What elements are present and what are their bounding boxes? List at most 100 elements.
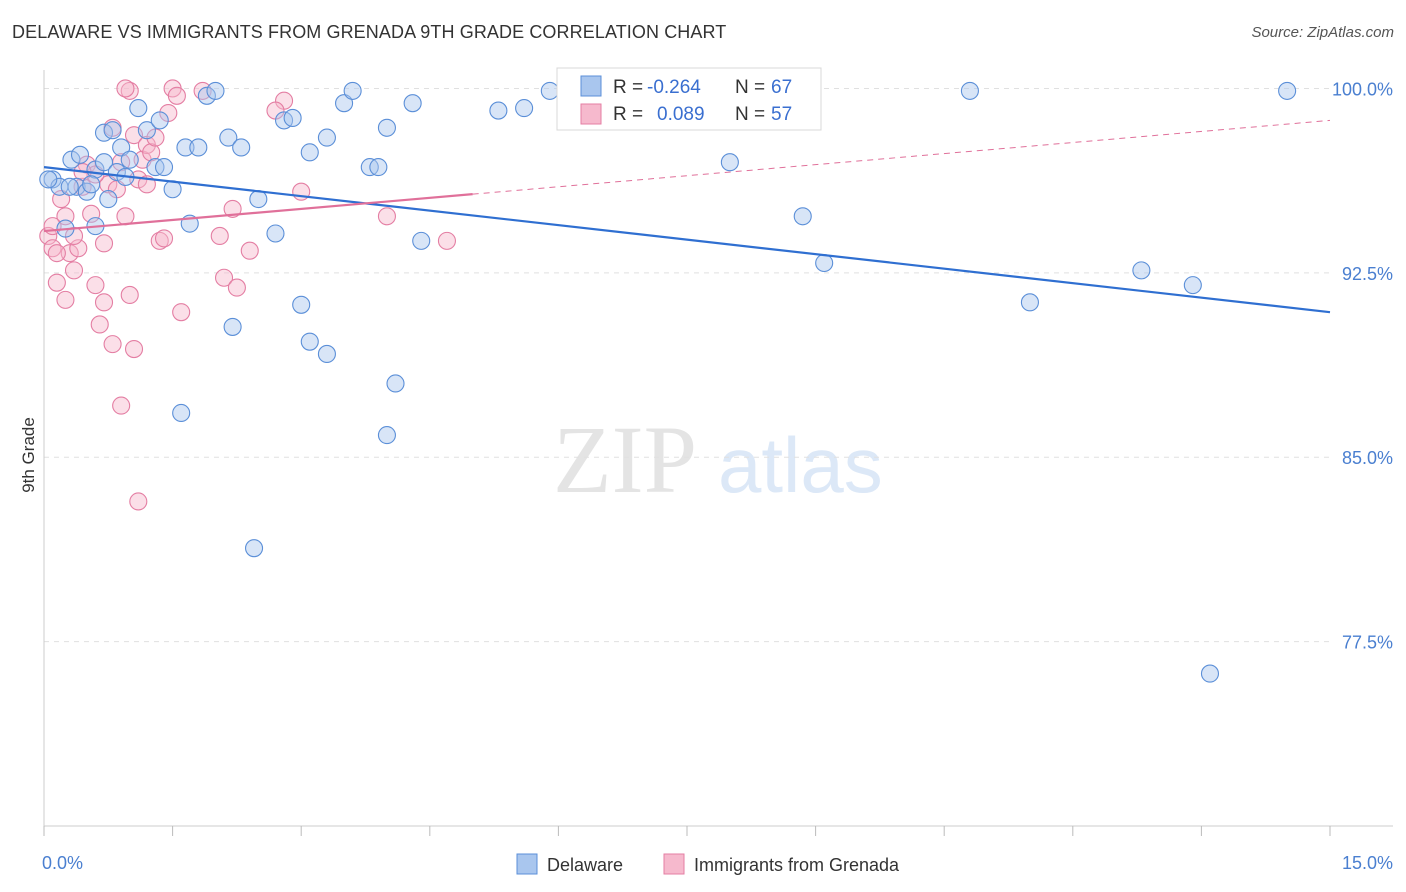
grenada-point-39 (240, 241, 259, 260)
grenada-point-55 (210, 226, 229, 246)
y-axis-title: 9th Grade (19, 417, 38, 493)
delaware-point-23 (197, 86, 216, 105)
grenada-point-49 (124, 339, 144, 359)
delaware-point-53 (39, 170, 58, 189)
delaware-point-31 (300, 143, 319, 162)
delaware-point-34 (343, 81, 362, 100)
delaware-point-42 (540, 81, 559, 100)
delaware-point-25 (219, 128, 238, 147)
delaware-point-47 (300, 332, 319, 351)
delaware-point-37 (377, 118, 396, 137)
delaware-point-59 (815, 253, 834, 273)
delaware-point-5 (70, 145, 90, 164)
delaware-point-33 (335, 94, 354, 113)
delaware-point-32 (317, 128, 336, 147)
grenada-point-2 (47, 273, 66, 292)
delaware-point-21 (176, 138, 195, 157)
legend-n-value-1: 67 (771, 77, 792, 98)
grenada-point-48 (112, 396, 131, 415)
grenada-point-34 (116, 79, 135, 98)
delaware-point-46 (292, 295, 311, 314)
delaware-point-28 (266, 224, 285, 243)
grenada-point-36 (214, 268, 234, 287)
x-tick-label-1: 15.0% (1342, 853, 1393, 873)
delaware-point-62 (1132, 261, 1151, 280)
correlation-legend: R = -0.264 N = 67 R = 0.089 N = 57 (556, 67, 822, 131)
delaware-trend-line (43, 166, 1331, 314)
series-legend: Delaware Immigrants from Grenada (516, 853, 900, 875)
delaware-point-36 (369, 158, 388, 177)
delaware-point-4 (67, 177, 86, 196)
grenada-point-12 (90, 315, 109, 334)
delaware-point-19 (154, 158, 174, 177)
delaware-point-39 (412, 231, 431, 250)
grenada-trend-extension (472, 119, 1331, 195)
grenada-point-46 (47, 244, 66, 263)
delaware-point-0 (43, 170, 62, 189)
legend-r-value-2: 0.089 (657, 104, 705, 125)
delaware-point-3 (62, 150, 81, 169)
grenada-point-33 (167, 86, 186, 105)
grenada-point-37 (227, 278, 246, 297)
grenada-point-24 (142, 143, 161, 162)
grenada-point-53 (94, 234, 114, 253)
legend-swatch-blue (580, 75, 602, 97)
delaware-point-13 (112, 138, 131, 157)
chart-title: DELAWARE VS IMMIGRANTS FROM GRENADA 9TH … (12, 22, 727, 42)
series-legend-label-delaware: Delaware (547, 855, 623, 875)
delaware-point-50 (377, 426, 396, 445)
grenada-point-27 (154, 229, 174, 248)
axes (43, 70, 1393, 827)
watermark-zip: ZIP (553, 406, 697, 513)
grenada-point-6 (64, 261, 84, 280)
grid-lines (44, 87, 1330, 643)
delaware-point-60 (960, 81, 979, 100)
grenada-point-4 (56, 207, 75, 226)
delaware-point-14 (120, 150, 139, 169)
delaware-point-52 (244, 539, 264, 558)
delaware-point-57 (720, 153, 739, 172)
delaware-point-63 (1183, 276, 1202, 295)
grenada-point-13 (94, 293, 114, 312)
grenada-point-44 (437, 231, 456, 250)
grenada-trend-line (43, 193, 473, 233)
delaware-point-22 (189, 138, 208, 157)
y-tick-label-0: 100.0% (1332, 79, 1393, 99)
watermark-atlas: atlas (718, 421, 883, 509)
delaware-point-51 (172, 403, 191, 423)
x-axis-tick-labels: 0.0% 15.0% (42, 853, 1393, 873)
series-legend-label-grenada: Immigrants from Grenada (694, 855, 900, 875)
grenada-point-50 (129, 492, 148, 511)
legend-n-value-2: 57 (771, 104, 792, 125)
series-legend-swatch-delaware (516, 853, 538, 875)
grenada-point-19 (120, 285, 139, 305)
delaware-point-11 (103, 121, 122, 140)
legend-r-label-1: R = (613, 77, 643, 98)
delaware-point-26 (232, 138, 251, 157)
grenada-point-29 (172, 303, 191, 322)
x-axis-ticks (43, 826, 1331, 836)
series-grenada-points (39, 79, 456, 511)
delaware-point-65 (1200, 664, 1220, 683)
delaware-point-30 (283, 108, 302, 127)
grenada-point-15 (103, 335, 122, 354)
grenada-point-11 (86, 276, 105, 295)
grenada-point-38 (223, 199, 242, 218)
grenada-point-51 (56, 290, 75, 309)
delaware-point-15 (137, 121, 156, 140)
grenada-point-18 (116, 207, 135, 226)
delaware-point-24 (206, 81, 225, 100)
delaware-point-38 (403, 94, 422, 113)
delaware-point-61 (1020, 293, 1039, 312)
series-delaware-points (39, 81, 1297, 683)
series-legend-swatch-grenada (663, 853, 685, 875)
delaware-point-54 (60, 177, 79, 196)
delaware-point-48 (317, 344, 336, 364)
delaware-point-10 (99, 190, 118, 209)
delaware-point-45 (223, 317, 242, 336)
delaware-point-41 (515, 99, 534, 118)
delaware-point-16 (129, 99, 148, 118)
delaware-point-64 (1278, 81, 1297, 100)
legend-r-value-1: -0.264 (647, 77, 701, 98)
